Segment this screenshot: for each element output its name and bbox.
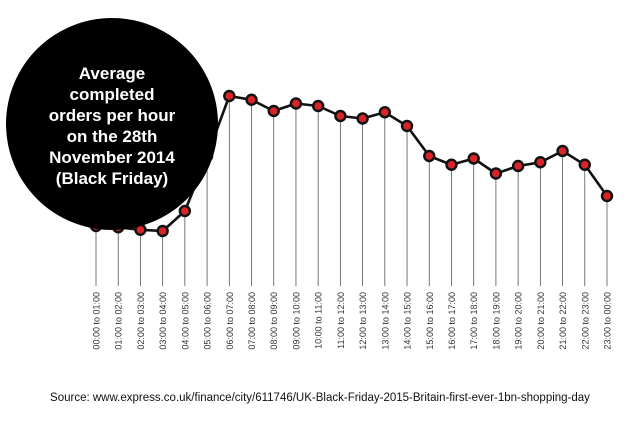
data-point xyxy=(245,93,258,106)
data-point xyxy=(334,109,347,123)
title-line: November 2014 xyxy=(49,148,175,167)
data-point xyxy=(600,189,614,203)
x-tick-label: 10:00 to 11:00 xyxy=(314,292,324,349)
x-tick-label: 07:00 to 08:00 xyxy=(247,292,257,350)
x-tick-label: 23:00 to 00:00 xyxy=(603,292,613,350)
title-line: on the 28th xyxy=(66,127,158,146)
title-line: orders per hour xyxy=(48,106,176,125)
title-badge: Average completed orders per hour on the… xyxy=(6,18,218,230)
drop-lines xyxy=(95,96,608,286)
data-point xyxy=(223,89,236,103)
data-point xyxy=(400,119,414,133)
data-point xyxy=(556,144,569,158)
x-tick-label: 18:00 to 19:00 xyxy=(491,292,501,350)
data-point xyxy=(378,106,392,119)
x-tick-label: 15:00 to 16:00 xyxy=(425,292,435,350)
data-point xyxy=(467,152,480,165)
title-line: completed xyxy=(69,85,155,104)
x-tick-label: 05:00 to 06:00 xyxy=(203,292,213,350)
data-point xyxy=(356,112,369,125)
chart-title: Average completed orders per hour on the… xyxy=(27,63,197,189)
data-point xyxy=(511,159,525,173)
data-point xyxy=(445,158,458,171)
title-line: (Black Friday) xyxy=(55,169,169,188)
x-tick-label: 08:00 to 09:00 xyxy=(269,292,279,350)
title-line: Average xyxy=(78,64,146,83)
x-tick-label: 06:00 to 07:00 xyxy=(225,292,235,350)
data-point xyxy=(578,158,591,171)
x-tick-label: 01:00 to 02:00 xyxy=(114,292,124,350)
x-tick-label: 09:00 to 10:00 xyxy=(291,292,301,350)
x-tick-label: 11:00 to 12:00 xyxy=(336,292,346,349)
x-tick-label: 14:00 to 15:00 xyxy=(403,292,413,350)
data-point xyxy=(289,97,303,110)
x-tick-labels: 00:00 to 01:00 01:00 to 02:00 02:00 to 03:… xyxy=(92,292,613,350)
x-tick-label: 17:00 to 18:00 xyxy=(469,292,479,350)
data-point xyxy=(423,149,436,163)
x-tick-label: 19:00 to 20:00 xyxy=(514,292,524,350)
x-tick-label: 22:00 to 23:00 xyxy=(580,292,590,350)
data-point xyxy=(178,204,192,218)
x-tick-label: 21:00 to 22:00 xyxy=(558,292,568,350)
x-tick-label: 13:00 to 14:00 xyxy=(380,292,390,350)
x-tick-label: 02:00 to 03:00 xyxy=(136,292,146,350)
x-tick-label: 20:00 to 21:00 xyxy=(536,292,546,350)
x-tick-label: 16:00 to 17:00 xyxy=(447,292,457,350)
x-tick-label: 03:00 to 04:00 xyxy=(158,292,168,350)
data-markers xyxy=(89,89,614,238)
source-note: Source: www.express.co.uk/finance/city/6… xyxy=(50,392,590,404)
x-tick-label: 00:00 to 01:00 xyxy=(92,292,102,350)
data-point xyxy=(534,156,547,169)
x-tick-label: 04:00 to 05:00 xyxy=(180,292,190,350)
data-point xyxy=(156,224,169,238)
x-tick-label: 12:00 to 13:00 xyxy=(358,292,368,350)
data-point xyxy=(489,167,503,180)
data-point xyxy=(311,99,325,113)
data-point xyxy=(267,104,280,118)
